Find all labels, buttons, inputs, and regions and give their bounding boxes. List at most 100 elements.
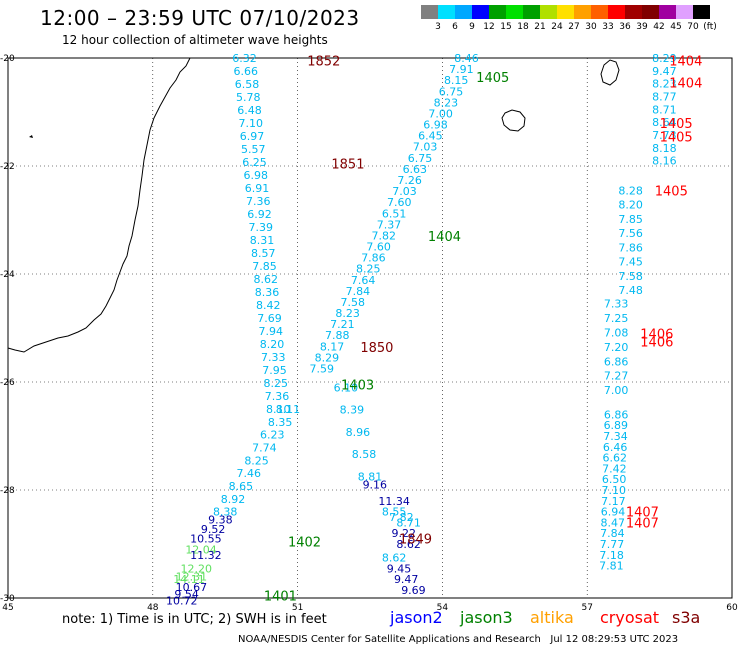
swh-value: 8.58	[352, 448, 377, 461]
satellite-legend-item: jason2	[390, 608, 443, 627]
colorbar-swatch	[506, 5, 523, 19]
swh-value: 7.45	[618, 256, 643, 269]
lat-tick-label: -22	[0, 162, 15, 172]
pass-number: 1405	[660, 117, 693, 132]
swh-value: 8.96	[346, 426, 371, 439]
lon-tick-label: 54	[437, 603, 449, 613]
colorbar-swatch	[642, 5, 659, 19]
swh-value: 8.47	[600, 516, 625, 529]
swh-value: 6.97	[240, 130, 265, 143]
swh-value: 6.86	[604, 408, 629, 421]
swh-value: 9.16	[363, 479, 388, 492]
pass-number: 1849	[399, 533, 432, 548]
swh-value: 6.45	[418, 130, 443, 143]
swh-value: 6.23	[260, 429, 285, 442]
pass-number: 1852	[307, 55, 340, 70]
swh-value: 8.55	[382, 506, 407, 519]
swh-value: 8.10	[266, 403, 291, 416]
colorbar-label: 6	[452, 22, 458, 32]
lat-tick-label: -28	[0, 486, 15, 496]
colorbar-label: 18	[517, 22, 529, 32]
swh-value: 7.86	[618, 241, 643, 254]
colorbar-swatch	[574, 5, 591, 19]
swh-value: 8.25	[356, 263, 381, 276]
swh-value: 7.36	[265, 390, 290, 403]
swh-value: 7.10	[239, 117, 264, 130]
colorbar-label: 21	[534, 22, 546, 32]
satellite-legend-item: altika	[530, 608, 574, 627]
swh-value: 11.32	[190, 549, 222, 562]
swh-value: 8.11	[276, 403, 301, 416]
swh-value: 7.21	[330, 318, 355, 331]
swh-value: 6.46	[603, 441, 628, 454]
swh-value: 7.94	[259, 325, 284, 338]
colorbar-swatch	[523, 5, 540, 19]
swh-value: 8.23	[335, 307, 360, 320]
swh-value: 8.39	[340, 404, 365, 417]
swh-value: 8.31	[250, 234, 275, 247]
swh-value: 9.45	[387, 562, 412, 575]
colorbar-label: 39	[636, 22, 648, 32]
swh-value: 9.38	[208, 514, 233, 527]
swh-value: 7.27	[604, 370, 629, 383]
swh-value: 9.54	[174, 588, 199, 601]
swh-value: 8.29	[652, 52, 677, 65]
colorbar-swatch	[591, 5, 608, 19]
colorbar-swatch	[659, 5, 676, 19]
swh-value: 9.47	[652, 65, 677, 78]
pass-labels: 1852 1851 1850 1849 1405 1404 1403 1402 1401 1404…	[264, 55, 703, 605]
swh-value: 7.48	[618, 284, 643, 297]
swh-value: 8.20	[618, 199, 643, 212]
swh-value: 7.56	[618, 227, 643, 240]
pass-number: 1404	[669, 55, 702, 70]
swh-value: 10.72	[166, 595, 198, 608]
swh-value: 6.32	[232, 52, 257, 65]
swh-value: 7.85	[618, 213, 643, 226]
colorbar-swatch	[438, 5, 455, 19]
swh-value: 7.18	[599, 549, 624, 562]
swh-value: 8.38	[213, 506, 238, 519]
swh-value: 7.03	[413, 141, 438, 154]
swh-value: 7.58	[618, 270, 643, 283]
colorbar-label: 9	[469, 22, 475, 32]
swh-value: 8.36	[255, 286, 280, 299]
colorbar-unit: (ft)	[703, 22, 717, 32]
colorbar-label: 70	[687, 22, 699, 32]
swh-value: 6.92	[247, 208, 272, 221]
swh-value: 7.10	[601, 484, 626, 497]
colorbar-swatch	[540, 5, 557, 19]
coastline	[7, 57, 620, 353]
colorbar-swatch	[455, 5, 472, 19]
swh-value: 7.64	[351, 274, 376, 287]
pass-number: 1850	[360, 341, 393, 356]
mauritius-island	[600, 59, 620, 86]
swh-value: 7.46	[236, 467, 261, 480]
colorbar-swatch	[489, 5, 506, 19]
swh-value: 7.82	[372, 229, 397, 242]
swh-value: 7.81	[599, 560, 624, 573]
swh-value: 6.75	[439, 85, 464, 98]
colorbar-label: 30	[585, 22, 597, 32]
reunion-island	[501, 109, 526, 132]
swh-value: 7.25	[604, 312, 629, 325]
swh-value: 8.15	[444, 74, 469, 87]
map-frame	[7, 57, 733, 599]
swh-value: 7.42	[602, 462, 627, 475]
axis-ticks: 45 48 51 54 57 60 -20 -22 -24 -26 -28 -30	[0, 54, 738, 613]
swh-value: 6.51	[382, 207, 407, 220]
swh-value: 7.59	[309, 363, 334, 376]
swh-value: 8.71	[652, 103, 677, 116]
swh-value: 6.91	[245, 182, 270, 195]
swh-value: 7.84	[600, 527, 625, 540]
colorbar-swatch	[421, 5, 438, 19]
swh-value: 12.04	[185, 543, 217, 556]
swh-value: 7.37	[377, 218, 402, 231]
swh-value: 7.00	[604, 384, 629, 397]
swh-value: 8.42	[256, 299, 281, 312]
swh-value: 7.74	[252, 441, 277, 454]
swh-value: 12.20	[180, 562, 212, 575]
swh-value: 9.22	[392, 527, 417, 540]
swh-value: 7.08	[604, 327, 629, 340]
swh-value: 7.82	[389, 511, 414, 524]
